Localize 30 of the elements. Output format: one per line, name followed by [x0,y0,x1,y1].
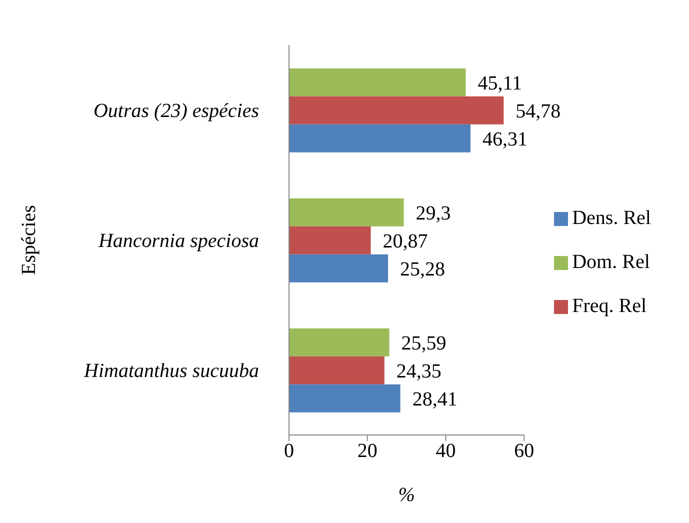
bar [289,254,388,282]
x-tick-label: 20 [357,440,378,462]
data-label: 24,35 [396,360,442,382]
bar [289,356,384,384]
data-label: 29,3 [416,202,451,224]
bar [289,124,470,152]
bar [289,328,390,356]
bar [289,198,404,226]
data-label: 46,31 [482,128,528,150]
legend-label: Dom. Rel [572,250,650,272]
y-tick-label: Outras (23) espécies [93,100,260,122]
y-tick-label: Himatanthus sucuuba [83,360,259,382]
x-tick-label: 60 [514,440,534,462]
x-tick-label: 40 [436,440,456,462]
bar [289,68,466,96]
data-label: 20,87 [382,230,428,252]
data-label: 45,11 [478,72,522,94]
data-label: 54,78 [516,100,561,122]
bar [289,384,400,412]
data-label: 25,28 [400,258,446,280]
y-axis-title: Espécies [18,204,40,275]
data-label: 28,41 [412,388,458,410]
data-label: 25,59 [401,332,446,354]
y-tick-label: Hancornia speciosa [97,230,259,252]
x-axis-title: % [398,484,415,506]
legend-label: Freq. Rel [572,294,647,316]
legend-label: Dens. Rel [572,206,651,228]
x-tick-label: 0 [284,440,294,462]
bar [289,226,371,254]
bar [289,96,504,124]
